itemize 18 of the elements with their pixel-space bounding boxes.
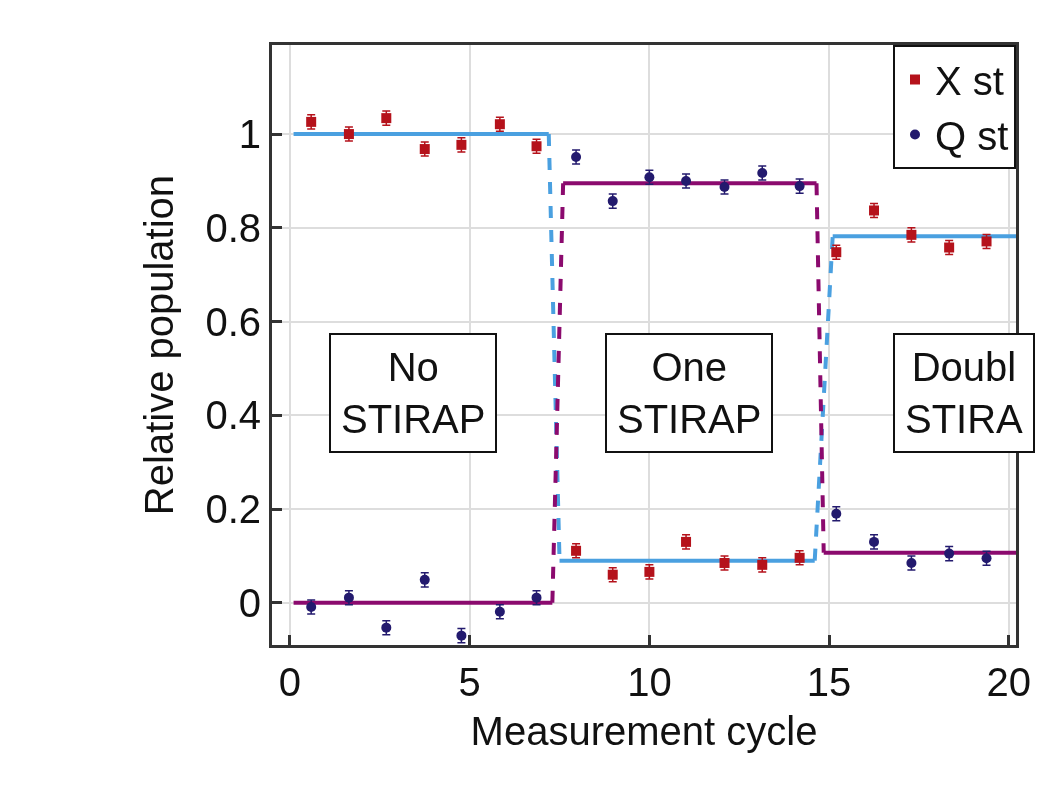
y-axis-title: Relative population	[136, 174, 181, 516]
y-tick-label: 0.8	[205, 205, 261, 250]
x-tick-label: 0	[278, 660, 302, 704]
annotation: No STIRAP	[341, 345, 486, 441]
y-tick-label: 0.4	[205, 393, 261, 438]
x-tick-label: 5	[458, 660, 481, 704]
legend-label: Q st	[935, 114, 1009, 159]
x-tick-label: 20	[986, 660, 1032, 704]
y-tick-label: 0.2	[205, 487, 261, 532]
y-tick-label: 1	[238, 112, 261, 157]
annotation: One STIRAP	[617, 345, 762, 441]
x-tick-label: 15	[806, 660, 852, 704]
x-tick-label: 10	[627, 660, 672, 704]
legend-label: X st	[935, 59, 1004, 104]
y-tick-label: 0	[238, 580, 261, 625]
x-axis-title: Measurement cycle	[470, 708, 818, 753]
y-tick-label: 0.6	[205, 299, 261, 344]
annotation: Doubl STIRA	[905, 345, 1024, 441]
